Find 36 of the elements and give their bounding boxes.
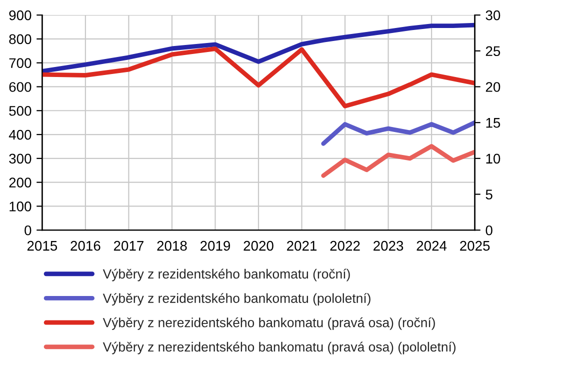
x-tick-label: 2020	[244, 240, 274, 251]
x-tick-label: 2017	[114, 240, 144, 251]
x-tick-label: 2025	[460, 240, 490, 251]
line-series	[42, 22, 475, 74]
x-tick-label: 2015	[27, 240, 58, 251]
x-tick-label: 2023	[374, 240, 404, 251]
y-tick-label: 700	[9, 58, 32, 68]
line-series	[321, 144, 475, 178]
y2-tick-label: 5	[486, 190, 492, 200]
y-tick-label: 100	[10, 202, 32, 212]
y2-tick-label: 25	[486, 46, 500, 56]
y-tick-label: 500	[9, 106, 32, 116]
x-tick-label: 2019	[200, 240, 230, 251]
legend-label: Výběry z nerezidentského bankomatu (pravá osa) (roční)	[102, 317, 435, 330]
y-tick-label: 300	[9, 154, 32, 164]
y-tick-label: 0	[24, 225, 32, 236]
legend-label: Výběry z rezidentského bankomatu (pololetní)	[102, 293, 370, 306]
x-tick-label: 2024	[416, 240, 447, 251]
x-tick-label: 2022	[330, 240, 360, 251]
legend-label: Výběry z nerezidentského bankomatu (pravá osa) (pololetní)	[102, 342, 456, 354]
y2-tick-label: 20	[486, 82, 500, 92]
x-tick-label: 2018	[157, 240, 187, 251]
legend-label: Výběry z rezidentského bankomatu (roční)	[102, 268, 350, 282]
y-tick-label: 600	[9, 82, 32, 92]
y2-tick-label: 15	[486, 118, 500, 128]
y-tick-label: 900	[9, 10, 32, 20]
x-tick-label: 2016	[70, 240, 100, 251]
line-series	[42, 46, 475, 108]
y2-tick-label: 10	[486, 154, 500, 164]
y-tick-label: 200	[9, 178, 32, 188]
x-tick-label: 2021	[287, 240, 317, 251]
y2-tick-label: 0	[486, 225, 492, 236]
y2-tick-label: 30	[486, 10, 500, 20]
line-series	[321, 120, 475, 146]
y-tick-label: 400	[8, 130, 32, 140]
y-tick-label: 800	[9, 34, 32, 44]
